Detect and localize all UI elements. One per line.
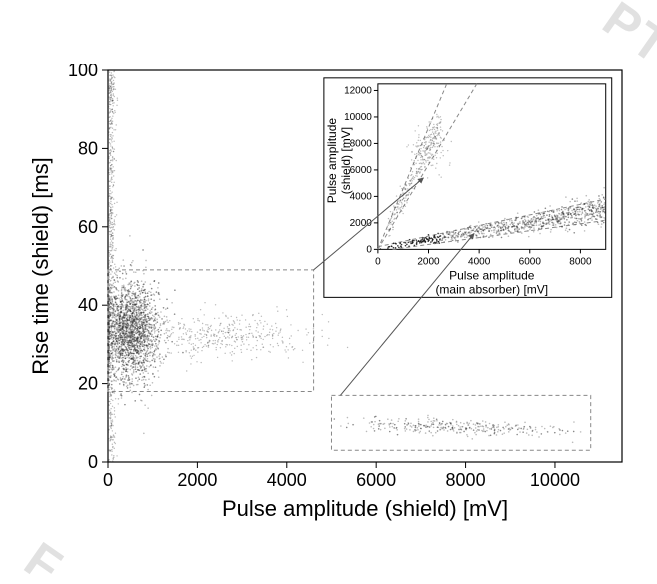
svg-text:80: 80 <box>78 138 98 158</box>
svg-text:10000: 10000 <box>530 470 580 490</box>
svg-text:6000: 6000 <box>350 165 373 176</box>
svg-text:40: 40 <box>78 295 98 315</box>
svg-text:4000: 4000 <box>468 256 491 267</box>
svg-text:60: 60 <box>78 217 98 237</box>
svg-text:12000: 12000 <box>344 85 372 96</box>
svg-text:2000: 2000 <box>177 470 217 490</box>
inset-y-axis-label-line2: (shield) [mV] <box>339 127 353 194</box>
svg-text:0: 0 <box>103 470 113 490</box>
svg-text:0: 0 <box>375 256 381 267</box>
svg-text:2000: 2000 <box>417 256 440 267</box>
svg-text:4000: 4000 <box>267 470 307 490</box>
inset-x-axis-label-line1: Pulse amplitude <box>449 268 535 282</box>
y-axis-label: Rise time (shield) [ms] <box>28 157 53 375</box>
svg-text:4000: 4000 <box>350 191 373 202</box>
svg-text:20: 20 <box>78 374 98 394</box>
svg-text:8000: 8000 <box>569 256 592 267</box>
svg-text:8000: 8000 <box>350 138 373 149</box>
svg-text:0: 0 <box>88 452 98 472</box>
svg-text:6000: 6000 <box>519 256 542 267</box>
svg-text:6000: 6000 <box>356 470 396 490</box>
svg-text:0: 0 <box>366 244 372 255</box>
svg-text:100: 100 <box>68 64 98 80</box>
svg-text:8000: 8000 <box>446 470 486 490</box>
inset-y-axis-label-line1: Pulse amplitude <box>325 118 339 204</box>
inset-x-axis-label-line2: (main absorber) [mV] <box>435 282 548 296</box>
watermark-bottom-left: F <box>14 530 72 584</box>
x-axis-label: Pulse amplitude (shield) [mV] <box>222 496 508 521</box>
scatter-chart: 0 2000 4000 6000 8000 10000 0 20 40 60 80 100 0 2000… <box>24 64 634 534</box>
svg-text:10000: 10000 <box>344 112 372 123</box>
